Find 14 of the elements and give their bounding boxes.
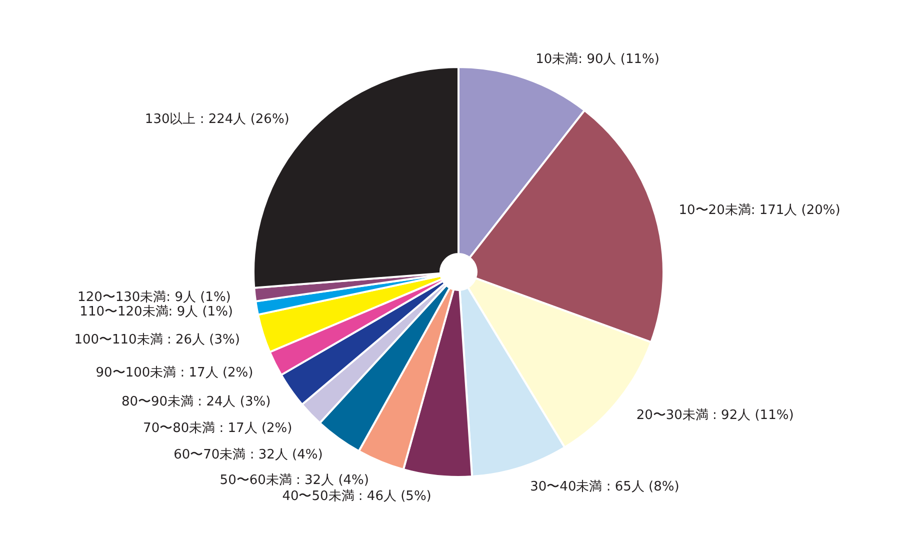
slice-label: 60〜70未満 : 32人 (4%) [174,447,323,462]
slice-label: 130以上 : 224人 (26%) [144,112,290,128]
slice-label: 90〜100未満 : 17人 (2%) [96,366,254,381]
slice-label: 40〜50未満 : 46人 (5%) [282,488,432,504]
slice-label: 10未満: 90人 (11%) [536,52,660,68]
slice-label: 50〜60未満 : 32人 (4%) [220,473,369,488]
slice-label: 30〜40未満 : 65人 (8%) [530,480,680,495]
slice-label: 110〜120未満: 9人 (1%) [80,304,233,320]
slice-label: 80〜90未満 : 24人 (3%) [121,394,271,410]
slice-label: 20〜30未満 : 92人 (11%) [636,408,794,423]
slice-label: 120〜130未満: 9人 (1%) [78,290,231,305]
slice-label: 70〜80未満 : 17人 (2%) [143,420,292,436]
slice-label: 10〜20未満: 171人 (20%) [678,202,840,218]
slice-label: 100〜110未満 : 26人 (3%) [74,332,240,348]
